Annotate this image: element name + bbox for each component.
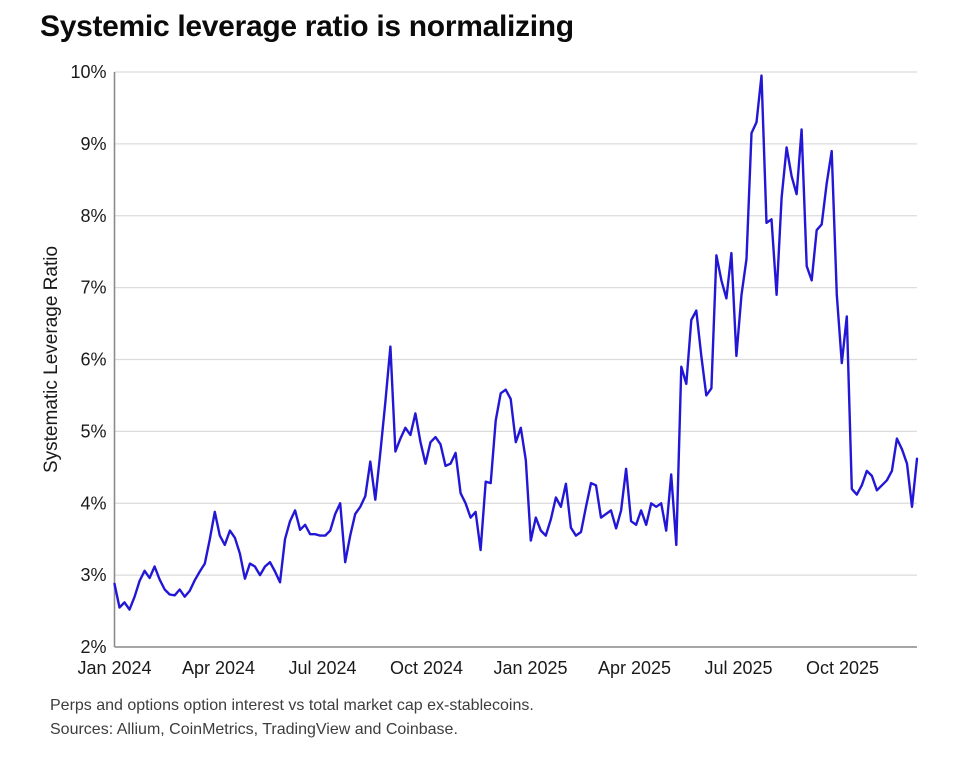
footnote-methodology: Perps and options option interest vs tot… (50, 697, 534, 714)
y-tick-label: 7% (80, 278, 106, 298)
x-tick-label: Jan 2024 (77, 658, 151, 678)
chart-title: Systemic leverage ratio is normalizing (40, 10, 574, 43)
leverage-ratio-line (113, 74, 919, 611)
x-tick-label: Jul 2024 (288, 658, 356, 678)
y-tick-label: 5% (80, 421, 106, 441)
y-tick-label: 4% (80, 493, 106, 513)
x-tick-label: Apr 2024 (182, 658, 255, 678)
x-tick-label: Jul 2025 (704, 658, 772, 678)
y-axis-title: Systematic Leverage Ratio (41, 246, 62, 473)
y-tick-label: 10% (70, 62, 106, 82)
y-tick-label: 9% (80, 134, 106, 154)
y-tick-label: 6% (80, 350, 106, 370)
y-tick-label: 2% (80, 637, 106, 657)
x-tick-label: Apr 2025 (598, 658, 671, 678)
footnote-sources: Sources: Allium, CoinMetrics, TradingVie… (50, 721, 458, 738)
x-tick-label: Jan 2025 (493, 658, 567, 678)
x-tick-label: Oct 2024 (390, 658, 463, 678)
x-tick-label: Oct 2025 (806, 658, 879, 678)
y-tick-label: 8% (80, 206, 106, 226)
y-tick-label: 3% (80, 565, 106, 585)
